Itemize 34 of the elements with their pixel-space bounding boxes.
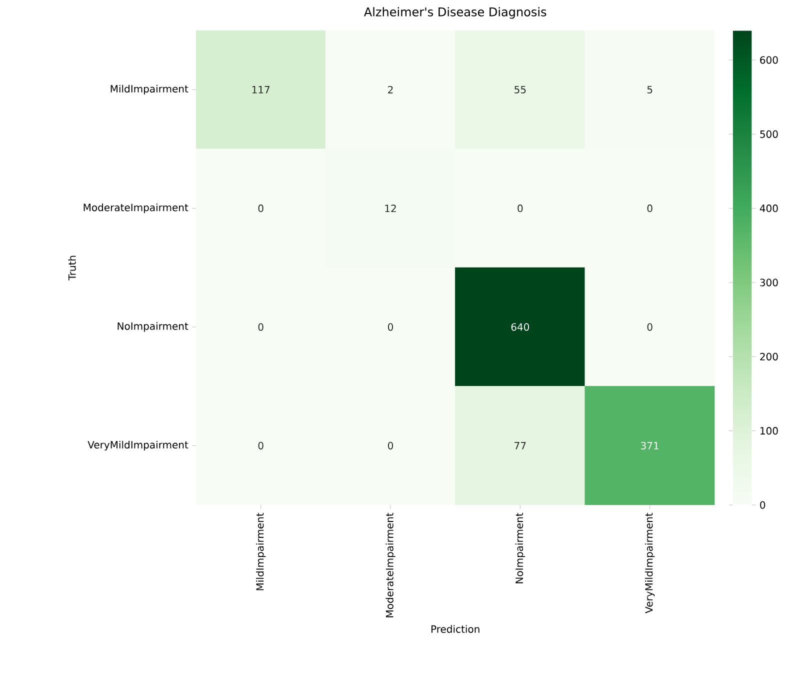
data-label: 0 — [258, 442, 264, 450]
data-label: 0 — [388, 323, 394, 331]
data-label: 12 — [385, 204, 396, 212]
color-bar-label: 0 — [760, 501, 766, 509]
y-tick-label: MildImpairment — [110, 84, 188, 94]
data-label: 0 — [647, 323, 652, 331]
color-bar-label: 500 — [760, 130, 778, 138]
data-label: 0 — [258, 204, 264, 212]
x-tick-label: MildImpairment — [256, 512, 266, 590]
data-label: 0 — [258, 323, 264, 331]
data-label: 371 — [641, 442, 658, 450]
y-tick-label: ModerateImpairment — [84, 203, 188, 214]
data-label: 0 — [518, 204, 523, 212]
x-axis-title: Prediction — [431, 625, 480, 633]
color-bar-label: 300 — [760, 278, 778, 286]
data-label: 55 — [514, 86, 526, 94]
y-axis-title: Truth — [68, 256, 76, 280]
data-label: 5 — [647, 86, 652, 94]
color-bar-label: 200 — [760, 352, 778, 360]
data-label: 2 — [388, 86, 393, 94]
data-label: 640 — [511, 323, 530, 331]
color-bar-label: 400 — [760, 204, 778, 212]
y-tick-label: VeryMildImpairment — [88, 440, 188, 450]
color-bar-label: 100 — [760, 427, 778, 435]
x-tick-label: ModerateImpairment — [386, 512, 396, 618]
data-label: 0 — [647, 204, 652, 212]
data-label: 0 — [388, 442, 394, 450]
x-tick-label: NoImpairment — [515, 512, 525, 584]
data-label: 117 — [252, 86, 270, 94]
x-tick-label: VeryMildImpairment — [645, 512, 655, 614]
color-bar-label: 600 — [760, 56, 778, 64]
chart-title: Alzheimer's Disease Diagnosis — [364, 7, 546, 19]
data-label: 77 — [514, 442, 526, 450]
y-tick-label: NoImpairment — [118, 322, 188, 332]
